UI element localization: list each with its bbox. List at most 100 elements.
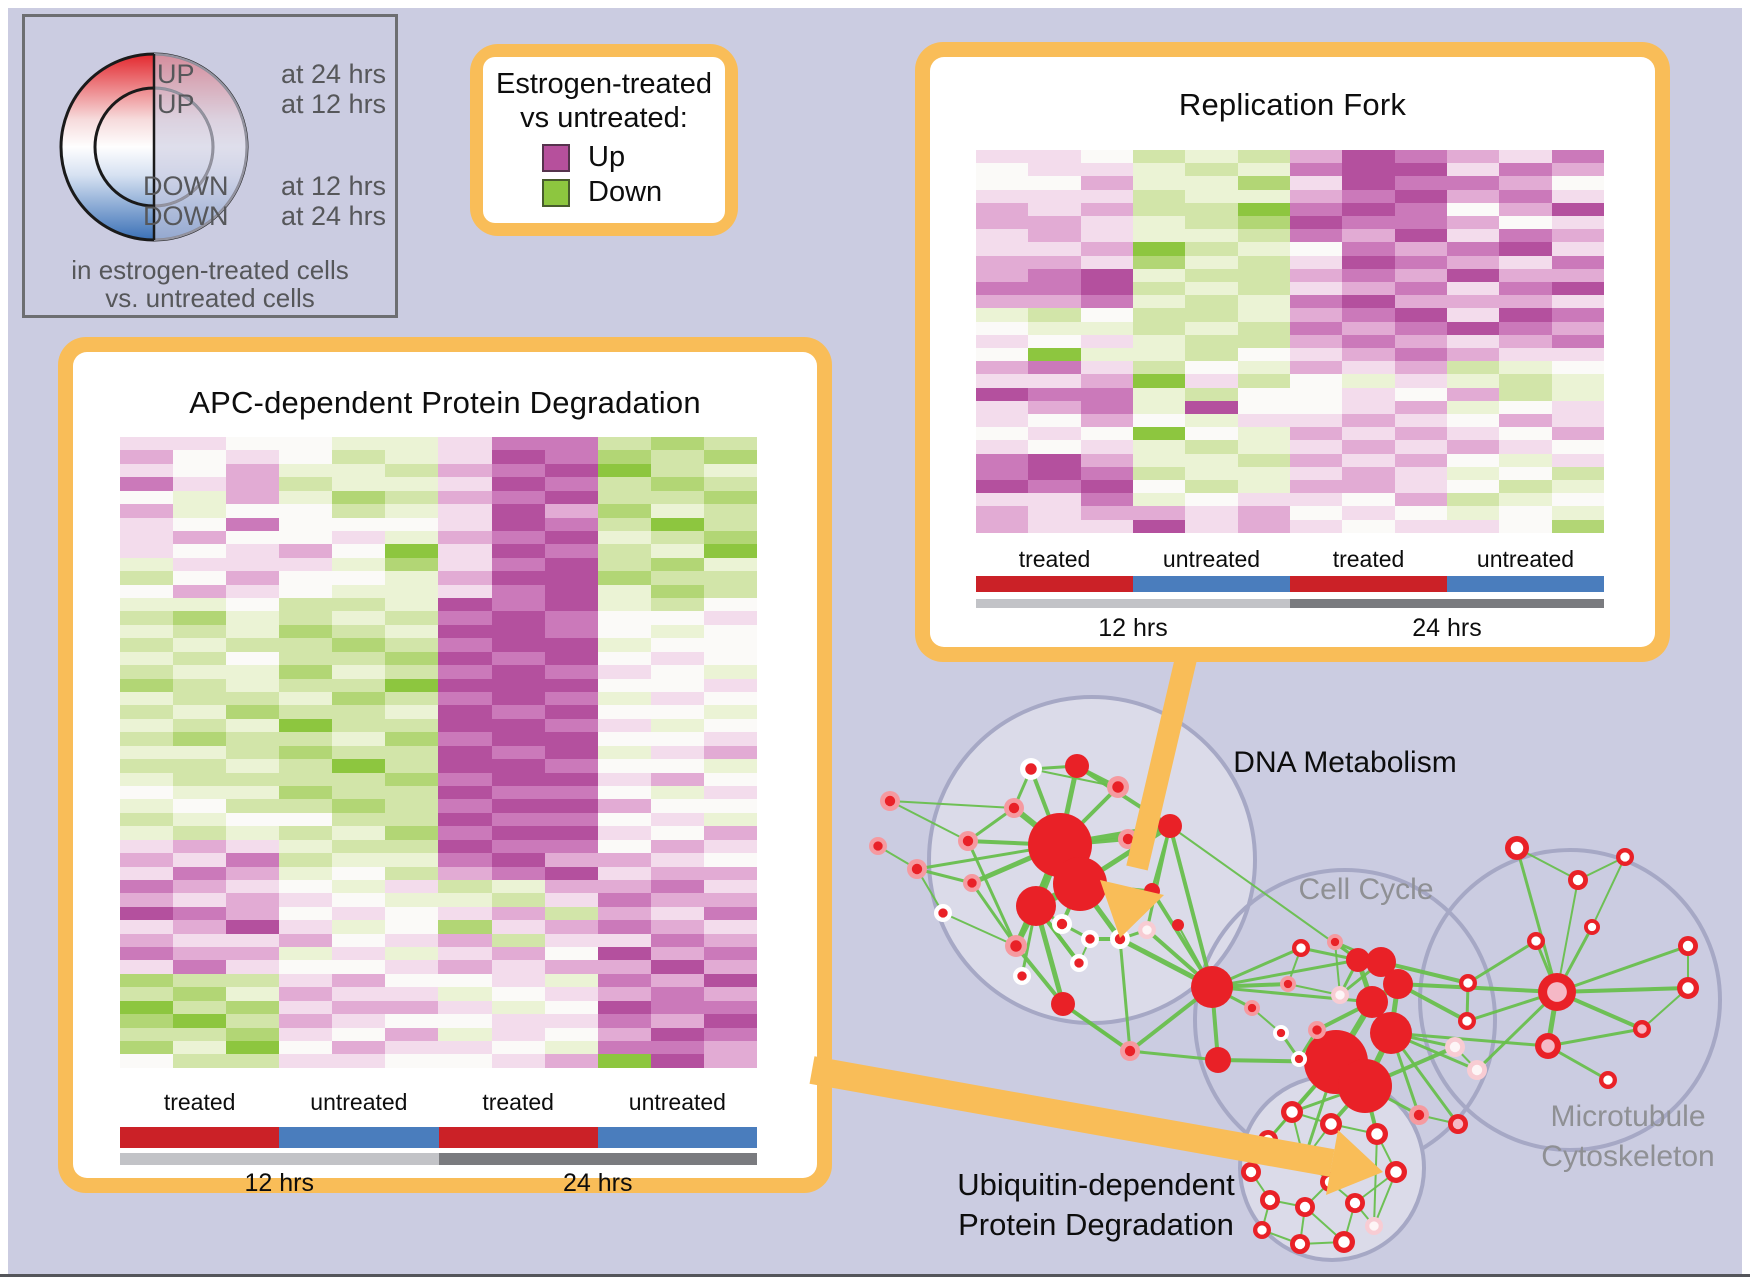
heatmap-cell [976,189,1029,203]
heatmap-cell [976,453,1029,467]
heatmap-cell [1185,466,1238,481]
heatmap-cell [597,866,651,880]
heatmap-cell [332,933,386,948]
heatmap-cell [1446,506,1500,520]
heatmap-cell [544,718,598,733]
heatmap-cell [1237,493,1290,507]
heatmap-cell [597,1040,651,1055]
heatmap-cell [332,866,386,880]
heatmap-cell [385,598,439,612]
heatmap-cell [1394,229,1447,243]
heatmap-cell [1394,493,1447,507]
rf-panel-title: Replication Fork [1178,87,1407,122]
heatmap-cell [491,544,545,558]
heatmap-cell [544,624,598,639]
heatmap-cell [1289,295,1343,309]
heatmap-cell [226,799,280,813]
heatmap-cell [226,1040,280,1055]
heatmap-cell [279,611,333,625]
heatmap-cell [1551,321,1604,335]
heatmap-cell [1394,202,1447,217]
heatmap-cell [1185,480,1238,494]
heatmap-cell [1499,440,1552,454]
heatmap-cell [491,853,545,867]
heatmap-cell [332,463,386,478]
heatmap-cell [650,839,704,854]
heatmap-cell [976,440,1029,454]
heatmap-cell [279,1027,333,1041]
heatmap-cell [544,826,598,840]
gene-node-center [938,908,948,918]
heatmap-cell [1446,216,1500,230]
heatmap-cell [1132,480,1186,494]
heatmap-row [120,1054,757,1068]
heatmap-cell [226,1014,280,1028]
gene-node-center [1299,1201,1311,1213]
heatmap-cell [544,490,598,505]
heatmap-cell [226,463,280,478]
heatmap-cell [1132,387,1186,401]
heatmap-cell [976,216,1029,230]
heatmap-cell [120,651,174,666]
heatmap-cell [976,163,1029,177]
heatmap-cell [491,745,545,760]
heatmap-cell [332,517,386,531]
heatmap-cell [1080,229,1133,243]
heatmap-cell [1394,414,1447,428]
heatmap-cell [491,517,545,531]
heatmap-cell [544,571,598,585]
heatmap-cell [1080,242,1133,256]
heatmap-cell [1499,202,1552,217]
heatmap-cell [438,1000,492,1015]
network-edge [1014,944,1065,1006]
heatmap-cell [279,1014,333,1028]
heatmap-cell [1289,268,1343,283]
heatmap-cell [1237,440,1290,454]
heatmap-cell [1551,453,1604,467]
heatmap-cell [544,839,598,854]
time-color-bar [976,599,1604,608]
heatmap-cell [703,947,757,961]
heatmap-cell [1028,334,1081,349]
heatmap-cell [438,759,492,773]
heatmap-cell [1499,361,1552,375]
heatmap-cell [120,987,174,1001]
heatmap-cell [1237,374,1290,388]
heatmap-cell [650,1040,704,1055]
heatmap-cell [703,879,757,894]
heatmap-cell [976,242,1029,256]
heatmap-cell [385,450,439,464]
heatmap-cell [1499,308,1552,322]
heatmap-row [120,853,757,867]
heatmap-cell [385,866,439,880]
heatmap-cell [1028,295,1081,309]
heatmap-cell [1551,387,1604,401]
heatmap-cell [1446,202,1500,217]
heatmap-cell [1289,202,1343,217]
heatmap-cell [1499,321,1552,335]
heatmap-cell [226,692,280,706]
heatmap-cell [332,692,386,706]
heatmap-cell [173,987,227,1001]
heatmap-cell [544,530,598,545]
heatmap-cell [650,530,704,545]
network-edge [1129,1049,1219,1062]
heatmap-cell [1551,374,1604,388]
heatmap-cell [226,651,280,666]
heatmap-cell [650,933,704,948]
heatmap-row [120,437,757,451]
time-segment [438,1153,757,1165]
heatmap-cell [173,799,227,813]
heatmap-cell [597,812,651,827]
heatmap-cell [438,1040,492,1055]
heatmap-cell [1237,163,1290,177]
heatmap-cell [438,705,492,719]
heatmap-cell [1080,480,1133,494]
heatmap-cell [226,947,280,961]
heatmap-cell [976,400,1029,415]
heatmap-cell [650,692,704,706]
heatmap-cell [491,933,545,948]
heatmap-cell [1551,466,1604,481]
heatmap-cell [597,450,651,464]
heatmap-cell [597,947,651,961]
